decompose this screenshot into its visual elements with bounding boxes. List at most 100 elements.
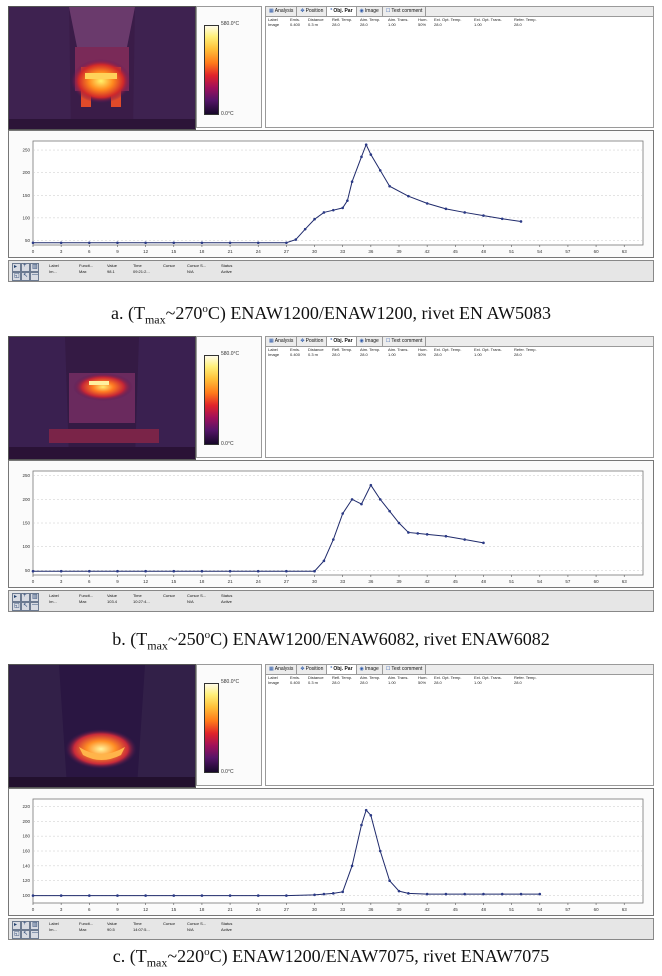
x-tick-label: 51 [509,579,515,584]
y-tick-label: 100 [22,215,30,220]
data-point [332,538,335,541]
zoom-tool[interactable]: ◱ [12,272,21,281]
tab-text-comment-label: Text comment [391,338,423,344]
x-tick-label: 21 [228,249,234,254]
x-tick-label: 24 [256,907,262,912]
x-tick-label: 60 [594,249,600,254]
data-point [88,569,91,573]
plot-area [32,140,644,246]
x-tick-label: 15 [171,907,177,912]
param-value: 50% [418,680,427,685]
x-tick-label: 3 [60,579,63,584]
x-tick-label: 33 [340,907,346,912]
x-tick-label: 9 [116,249,119,254]
cursor-tool[interactable]: ↖ [21,272,30,281]
tab-image[interactable]: ◉Image [357,665,383,674]
param-header: Distance [308,675,324,680]
tab-image[interactable]: ◉Image [357,7,383,16]
data-point [378,849,382,853]
spot-tool[interactable]: + [21,263,30,272]
pointer-tool[interactable]: ▸ [12,921,21,930]
y-tick-label: 200 [22,497,30,502]
tab-image[interactable]: ◉Image [357,337,383,346]
line-tool[interactable]: — [30,602,39,611]
data-point [322,892,326,896]
tab-obj-par[interactable]: °Obj. Par [327,337,357,346]
zoom-icon: ◱ [14,273,20,279]
line-tool[interactable]: — [30,930,39,939]
tab-text-comment[interactable]: ☐Text comment [383,665,427,674]
param-value: 0.3 m [308,352,319,357]
zoom-tool[interactable]: ◱ [12,602,21,611]
line-icon: — [32,602,38,608]
x-tick-label: 18 [199,249,205,254]
data-point [378,169,382,172]
param-header: Atm. Trans. [388,347,409,352]
y-tick-label: 160 [22,849,30,854]
x-tick-label: 3 [60,907,63,912]
x-tick-label: 63 [622,579,628,584]
analysis-pane: ▦Analysis ✥Position °Obj. Par ◉Image ☐Te… [265,664,654,786]
param-header: Hum. [418,17,428,22]
data-point [425,533,429,536]
status-value-row[interactable]: Im... Max 98.1 09:21:2... N/A Active [49,269,279,275]
x-tick-label: 9 [116,907,119,912]
tab-text-comment[interactable]: ☐Text comment [383,337,427,346]
pointer-tool[interactable]: ▸ [12,593,21,602]
y-tick-label: 50 [25,568,31,573]
tab-obj-par-label: Obj. Par [333,8,353,14]
tab-analysis[interactable]: ▦Analysis [266,337,298,346]
status-header: Cursor [163,921,176,926]
data-point [144,241,147,245]
pointer-icon: ▸ [14,264,18,270]
tab-position[interactable]: ✥Position [297,7,328,16]
chart-tool[interactable]: ▥ [30,263,39,272]
status-header: Functi... [79,921,94,926]
tab-text-comment[interactable]: ☐Text comment [383,7,427,16]
chart-tool[interactable]: ▥ [30,921,39,930]
status-value-row[interactable]: Im... Max 103.4 10:27:4... N/A Active [49,599,279,605]
chart-tool[interactable]: ▥ [30,593,39,602]
tab-position[interactable]: ✥Position [297,665,328,674]
zoom-tool[interactable]: ◱ [12,930,21,939]
grid-icon: ▦ [269,666,274,672]
x-tick-label: 36 [368,579,374,584]
param-header: Refl. Temp. [332,675,353,680]
tab-analysis[interactable]: ▦Analysis [266,665,298,674]
camera-icon: ◉ [359,338,364,344]
status-value: N/A [187,269,194,274]
spot-tool[interactable]: + [21,593,30,602]
data-point [313,893,316,897]
tab-analysis[interactable]: ▦Analysis [266,7,298,16]
status-header: Functi... [79,593,94,598]
data-point [463,538,466,541]
status-header: Functi... [79,263,94,268]
param-header: Atm. Temp. [360,17,381,22]
thermal-image-svg [9,7,195,129]
tab-position-label: Position [305,8,324,14]
tab-position[interactable]: ✥Position [297,337,328,346]
caption-prefix: b. (T [112,629,148,649]
data-point [144,894,147,897]
data-point [59,241,63,245]
tab-obj-par[interactable]: °Obj. Par [327,7,357,16]
data-point [341,890,344,894]
pointer-tool[interactable]: ▸ [12,263,21,272]
status-value-row[interactable]: Im... Max 90.5 14:07:5... N/A Active [49,927,279,933]
thermal-panel-a: 580.0°C 0.0°C ▦Analysis ✥Position °Obj. … [8,6,654,286]
tab-image-label: Image [364,338,379,344]
color-scale-min: 0.0°C [221,769,234,775]
param-value: 28.0 [360,22,368,27]
param-header: Distance [308,347,324,352]
cursor-tool[interactable]: ↖ [21,930,30,939]
tab-obj-par[interactable]: °Obj. Par [327,665,357,674]
comment-icon: ☐ [385,338,391,344]
param-value: 0.400 [290,22,301,27]
tab-analysis-label: Analysis [274,8,294,14]
temperature-graph: 50 100 150 200 250 0 3 6 9 12 15 18 21 24 27 30 33 36 39 42… [8,130,654,258]
cursor-tool[interactable]: ↖ [21,602,30,611]
spot-tool[interactable]: + [21,921,30,930]
caption-prefix: a. (T [110,303,145,323]
line-tool[interactable]: — [30,272,39,281]
data-point [172,569,176,573]
